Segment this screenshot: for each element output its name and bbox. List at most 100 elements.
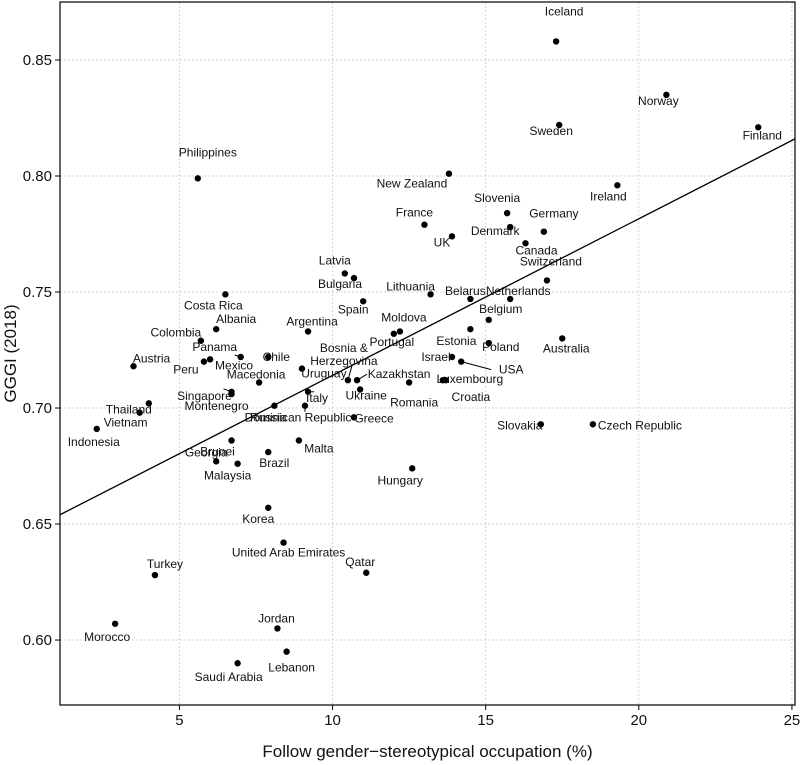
data-point <box>421 221 428 228</box>
data-point <box>405 379 413 386</box>
data-point <box>353 376 361 384</box>
point-label: Germany <box>529 207 578 221</box>
data-point <box>265 448 272 456</box>
point-label: Qatar <box>345 555 375 569</box>
point-label: Sweden <box>530 124 573 138</box>
data-points <box>93 38 762 667</box>
point-label: Netherlands <box>486 284 551 298</box>
y-axis-label: GGGI (2018) <box>1 304 20 402</box>
data-point <box>197 337 205 344</box>
point-label: Kazakhstan <box>368 367 431 381</box>
point-label: Singapore <box>177 389 232 403</box>
data-point <box>356 386 364 393</box>
y-tick-label: 0.85 <box>23 52 52 69</box>
data-point <box>304 328 312 335</box>
data-point <box>663 91 670 99</box>
data-point <box>363 569 370 576</box>
point-label: Australia <box>543 341 590 355</box>
point-labels: Iceland Norway Sweden Finland Philippines New… <box>68 4 782 684</box>
data-point <box>396 328 404 335</box>
point-label: Turkey <box>147 557 183 571</box>
data-point <box>212 325 220 333</box>
point-label: Latvia <box>319 253 351 267</box>
x-axis-label: Follow gender−stereotypical occupation (… <box>262 742 592 761</box>
data-point <box>341 270 349 277</box>
point-label: UK <box>434 235 451 249</box>
data-point <box>200 358 208 365</box>
point-label: Slovakia <box>497 418 543 432</box>
data-point <box>559 335 566 342</box>
point-label: Korea <box>242 512 274 526</box>
y-axis-ticks: 0.60 0.65 0.70 0.75 0.80 0.85 <box>23 52 60 649</box>
point-label: Switzerland <box>520 254 582 268</box>
data-point <box>350 414 358 421</box>
data-point <box>283 648 290 655</box>
point-label: Brazil <box>259 456 289 470</box>
data-point <box>295 437 303 444</box>
data-point <box>350 274 358 282</box>
point-label: Austria <box>133 351 171 365</box>
data-point <box>136 409 143 416</box>
point-label: Luxembourg <box>436 372 503 386</box>
point-label: Dominican Republic <box>245 411 352 425</box>
data-point <box>445 170 453 177</box>
point-label: Ukraine <box>345 388 387 402</box>
point-label: Colombia <box>151 326 202 340</box>
data-point <box>228 390 235 398</box>
point-label: Thailand <box>106 402 152 416</box>
data-point <box>589 421 597 428</box>
point-label: Saudi Arabia <box>195 670 263 684</box>
data-point <box>485 339 492 347</box>
x-tick-label: 15 <box>477 712 494 729</box>
data-point <box>234 660 241 667</box>
point-label: Portugal <box>369 335 414 349</box>
data-point <box>448 233 456 240</box>
x-axis-ticks: 5 10 15 20 25 <box>175 705 800 729</box>
point-label: Bosnia & Herzegovina <box>310 341 378 368</box>
point-label: France <box>396 206 434 220</box>
point-label: Russia <box>250 411 287 425</box>
data-point <box>274 625 281 632</box>
point-label: Lithuania <box>386 279 435 293</box>
y-tick-label: 0.65 <box>23 516 52 533</box>
point-label: Brunei <box>200 445 235 459</box>
x-tick-label: 10 <box>324 712 341 729</box>
point-label: Albania <box>216 312 256 326</box>
data-point <box>228 437 235 444</box>
point-label: Denmark <box>471 224 521 238</box>
data-point <box>522 240 529 247</box>
plot-frame <box>59 1 796 706</box>
point-label: Czech Republic <box>598 418 682 432</box>
data-point <box>93 425 100 433</box>
point-label: Malaysia <box>204 469 252 483</box>
point-label: USA <box>499 363 524 377</box>
data-point <box>442 376 450 384</box>
point-label: Canada <box>515 243 557 257</box>
data-point <box>543 277 551 284</box>
data-point <box>467 325 474 333</box>
point-label: Spain <box>338 302 369 316</box>
point-label: Lebanon <box>268 661 315 675</box>
point-label: Argentina <box>286 314 338 328</box>
data-point <box>111 620 119 627</box>
data-point <box>344 376 352 384</box>
point-label: Philippines <box>179 145 237 159</box>
data-point <box>212 458 220 465</box>
data-point <box>265 353 272 361</box>
point-label: Morocco <box>84 630 130 644</box>
data-point <box>206 356 214 363</box>
point-label: Costa Rica <box>184 298 243 312</box>
point-label: Moldova <box>381 310 427 324</box>
data-point <box>390 330 398 337</box>
x-tick-label: 25 <box>784 712 800 729</box>
point-label: Peru <box>173 363 198 377</box>
point-label: Malta <box>304 442 334 456</box>
point-label: Slovenia <box>474 191 520 205</box>
point-label: Croatia <box>452 390 491 404</box>
data-point <box>408 465 416 472</box>
y-tick-label: 0.80 <box>23 168 52 185</box>
data-point <box>151 571 159 579</box>
point-label: Chile <box>263 350 291 364</box>
data-point <box>755 124 762 131</box>
